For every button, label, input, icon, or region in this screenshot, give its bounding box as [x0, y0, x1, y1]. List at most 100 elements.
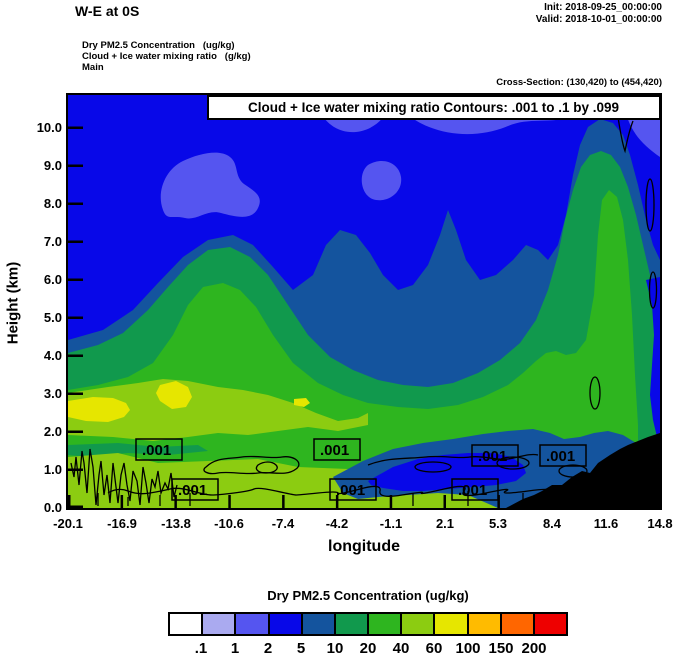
colorbar-cell: [402, 614, 436, 634]
pm25-region-yellow-band: [67, 396, 130, 422]
x-axis-tick: [281, 494, 285, 508]
contour-label: .001: [178, 482, 207, 499]
y-tick-label: 7.0: [43, 234, 62, 249]
contour-loop-right: [588, 375, 601, 410]
valid-timestamp: Valid: 2018-10-01_00:00:00: [535, 14, 662, 25]
colorbar-cell: [534, 614, 567, 634]
y-tick-label: 0.0: [43, 500, 62, 515]
colorbar-title: Dry PM2.5 Concentration (ug/kg): [267, 588, 469, 603]
x-axis-tick: [389, 494, 392, 508]
x-axis-tick: [120, 494, 123, 508]
x-axis-tick: [657, 494, 660, 508]
x-axis-tick: [443, 494, 446, 508]
run-times: Init: 2018-09-25_00:00:00 Valid: 2018-10…: [536, 2, 662, 26]
x-tick-label: -20.1: [53, 516, 83, 531]
colorbar-tick-label: 1: [230, 640, 240, 657]
contour-label: .001: [336, 482, 365, 499]
x-tick-label: 2.1: [435, 516, 455, 531]
x-axis-label: longitude: [328, 538, 400, 555]
x-tick-label: 5.3: [488, 516, 508, 531]
field-legend: Dry PM2.5 Concentration (ug/kg) Cloud + …: [82, 40, 251, 73]
colorbar-tick-label: 100: [455, 640, 481, 657]
colorbar-tick-label: 20: [359, 640, 377, 657]
legend-domain: Main: [82, 62, 104, 73]
colorbar-tick-label: 200: [521, 640, 547, 657]
x-axis-tick: [496, 494, 500, 508]
colorbar-cell: [369, 614, 403, 634]
pm25-region-yellowgreen-band: [67, 378, 368, 441]
pm25-region-yellow-dot: [293, 397, 310, 407]
cross-section-plot: .001 .001 .001 .001 .001 .001 .001: [65, 92, 662, 510]
y-axis-tick: [67, 202, 83, 205]
colorbar-tick-label: 60: [425, 640, 443, 657]
contour-label-box: [170, 477, 219, 501]
y-tick-label: 5.0: [43, 310, 62, 325]
x-axis-tick: [604, 494, 607, 508]
y-axis-tick: [67, 468, 83, 471]
contour-label: .001: [546, 448, 575, 465]
y-axis-tick: [67, 392, 83, 395]
colorbar-tick-label: .1: [194, 640, 208, 657]
cross-section-label: Cross-Section: (130,420) to (454,420): [496, 77, 662, 88]
contour-label: .001: [320, 442, 349, 459]
x-tick-label: -7.4: [271, 516, 295, 531]
x-axis-tick: [227, 494, 231, 508]
contour-loop-right: [648, 270, 657, 309]
legend-fill-field: Dry PM2.5 Concentration (ug/kg): [82, 40, 235, 51]
colorbar-cell: [269, 614, 303, 634]
colorbar-cell: [236, 614, 270, 634]
x-axis-tick: [173, 494, 177, 508]
pm25-region-periwinkle-patch: [160, 152, 260, 218]
legend-contour-field: Cloud + Ice water mixing ratio (g/kg): [82, 51, 251, 62]
contour-label-boxes: .001 .001 .001 .001 .001 .001 .001: [134, 437, 587, 501]
contour-spike-top-right: [616, 116, 634, 153]
pm25-region-seagreen-streak: [67, 442, 208, 457]
filled-contour-canvas: .001 .001 .001 .001 .001 .001 .001: [67, 94, 660, 508]
x-tick-label: -13.8: [161, 516, 191, 531]
contour-loop: [495, 455, 530, 470]
colorbar-cell: [335, 614, 370, 634]
colorbar-tick-label: 2: [263, 640, 273, 657]
colorbar-cell: [302, 614, 336, 634]
x-tick-label: -10.6: [214, 516, 244, 531]
x-axis-tick: [550, 494, 554, 508]
contour-loop: [202, 455, 300, 474]
y-tick-label: 2.0: [43, 424, 62, 439]
contour-label-box: [450, 477, 499, 501]
y-tick-label: 8.0: [43, 196, 62, 211]
colorbar-tick-label: 150: [488, 640, 514, 657]
y-axis-tick: [67, 278, 83, 281]
x-tick-label: -1.1: [379, 516, 403, 531]
y-axis-tick: [67, 430, 83, 433]
colorbar-tick-label: 5: [296, 640, 306, 657]
contour-squiggle-left: [69, 448, 178, 505]
contour-title-banner: Cloud + Ice water mixing ratio Contours:…: [206, 94, 661, 120]
page-title: W-E at 0S: [75, 3, 140, 19]
colorbar-tick-label: 40: [392, 640, 410, 657]
x-axis-tick: [67, 494, 70, 508]
colorbar-tick-label: 10: [326, 640, 344, 657]
contour-label: .001: [458, 482, 487, 499]
pm25-region-blue-column: [645, 276, 660, 441]
x-tick-label: 8.4: [542, 516, 562, 531]
y-axis-tick: [67, 354, 83, 357]
axis-ticks: [67, 126, 660, 508]
contour-label: .001: [478, 448, 507, 465]
y-tick-label: 6.0: [43, 272, 62, 287]
colorbar-cell: [170, 614, 204, 634]
y-tick-label: 1.0: [43, 462, 62, 477]
colorbar-cell: [501, 614, 535, 634]
x-tick-label: 14.8: [647, 516, 673, 531]
pm25-region-periwinkle-patch: [625, 112, 660, 157]
x-axis-tick: [335, 494, 338, 508]
cloud-contour-lines: [69, 116, 657, 506]
contour-label-box: [134, 437, 183, 461]
y-axis-tick: [67, 505, 83, 508]
colorbar-cell: [435, 614, 469, 634]
contour-label-box: [328, 477, 377, 501]
y-axis-tick: [67, 126, 83, 129]
colorbar-cell: [468, 614, 502, 634]
pm25-region-periwinkle-patch: [361, 160, 401, 200]
colorbar-cell: [203, 614, 237, 634]
pm25-region-blue-pocket: [367, 452, 526, 491]
